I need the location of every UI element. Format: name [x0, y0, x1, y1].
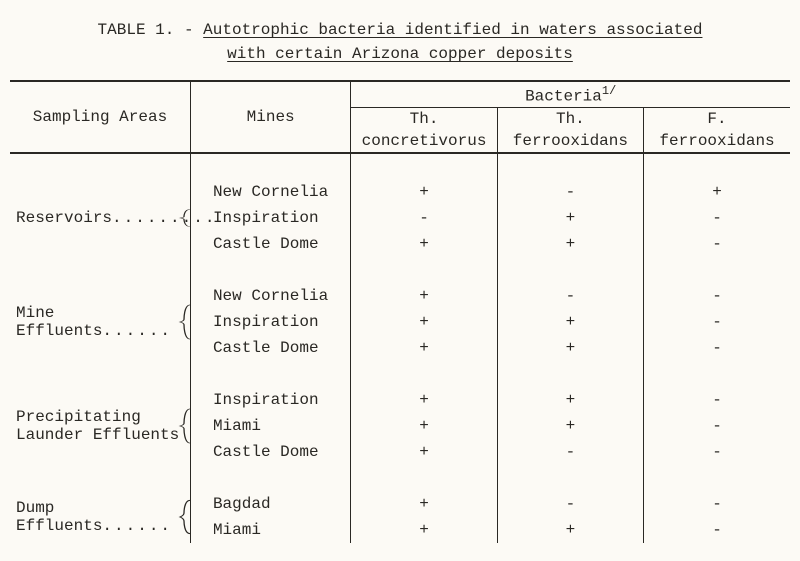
table-caption: TABLE 1. - Autotrophic bacteria identifi…: [10, 18, 790, 66]
bacteria-footnote-mark: 1/: [602, 84, 616, 98]
sampling-area-cell: Reservoirs: [10, 179, 190, 257]
sampling-area-label: Dump Effluents: [16, 499, 190, 535]
table-row: Dump Effluents Bagdad+--: [10, 491, 790, 517]
value-cell: -: [497, 491, 643, 517]
value-cell: -: [644, 439, 790, 465]
sampling-area-cell: Precipitating Launder Effluents: [10, 387, 190, 465]
value-cell: -: [644, 231, 790, 257]
col-header-species-genus-2: F.: [644, 108, 790, 131]
sampling-area-label: Precipitating Launder Effluents: [16, 408, 179, 444]
caption-prefix: TABLE 1. -: [98, 21, 204, 39]
col-header-species-name-0: concretivorus: [351, 130, 497, 153]
value-cell: -: [644, 387, 790, 413]
value-cell: -: [644, 413, 790, 439]
sampling-area-cell: Mine Effluents: [10, 283, 190, 361]
value-cell: -: [644, 517, 790, 543]
value-cell: -: [644, 335, 790, 361]
value-cell: +: [497, 517, 643, 543]
value-cell: +: [351, 387, 497, 413]
value-cell: -: [497, 439, 643, 465]
brace-icon: [178, 304, 192, 340]
value-cell: -: [644, 283, 790, 309]
table-row: Mine Effluents New Cornelia+--: [10, 283, 790, 309]
col-header-species-genus-0: Th.: [351, 108, 497, 131]
caption-line-1: Autotrophic bacteria identified in water…: [203, 21, 702, 39]
mine-cell: New Cornelia: [190, 283, 350, 309]
value-cell: -: [644, 491, 790, 517]
value-cell: -: [644, 309, 790, 335]
mine-cell: Bagdad: [190, 491, 350, 517]
value-cell: -: [351, 205, 497, 231]
mine-cell: Inspiration: [190, 309, 350, 335]
col-header-species-name-2: ferrooxidans: [644, 130, 790, 153]
mine-cell: New Cornelia: [190, 179, 350, 205]
table-row: Reservoirs New Cornelia+-+: [10, 179, 790, 205]
value-cell: +: [497, 231, 643, 257]
col-header-bacteria-group: Bacteria1/: [351, 81, 790, 108]
value-cell: +: [351, 231, 497, 257]
sampling-area-label: Mine Effluents: [16, 304, 190, 340]
value-cell: +: [351, 335, 497, 361]
value-cell: -: [497, 179, 643, 205]
table-row: Precipitating Launder Effluents Inspirat…: [10, 387, 790, 413]
value-cell: +: [497, 413, 643, 439]
bacteria-group-label: Bacteria: [525, 87, 602, 105]
value-cell: +: [351, 413, 497, 439]
col-header-species-name-1: ferrooxidans: [497, 130, 643, 153]
value-cell: +: [351, 491, 497, 517]
value-cell: -: [497, 283, 643, 309]
caption-line-2: with certain Arizona copper deposits: [227, 45, 573, 63]
value-cell: +: [351, 179, 497, 205]
mine-cell: Castle Dome: [190, 231, 350, 257]
brace-icon: [178, 209, 192, 227]
value-cell: +: [644, 179, 790, 205]
mine-cell: Castle Dome: [190, 439, 350, 465]
table-body: Reservoirs New Cornelia+-+Inspiration-+-…: [10, 153, 790, 543]
mine-cell: Miami: [190, 517, 350, 543]
col-header-mines: Mines: [190, 81, 350, 153]
value-cell: +: [497, 335, 643, 361]
mine-cell: Castle Dome: [190, 335, 350, 361]
col-header-sampling-areas: Sampling Areas: [10, 81, 190, 153]
value-cell: +: [497, 387, 643, 413]
brace-icon: [178, 408, 192, 444]
value-cell: +: [351, 309, 497, 335]
value-cell: -: [644, 205, 790, 231]
mine-cell: Inspiration: [190, 387, 350, 413]
mine-cell: Miami: [190, 413, 350, 439]
value-cell: +: [497, 205, 643, 231]
sampling-area-cell: Dump Effluents: [10, 491, 190, 543]
value-cell: +: [351, 517, 497, 543]
value-cell: +: [497, 309, 643, 335]
col-header-species-genus-1: Th.: [497, 108, 643, 131]
brace-icon: [178, 499, 192, 535]
bacteria-table: Sampling Areas Mines Bacteria1/ Th. Th. …: [10, 80, 790, 543]
value-cell: +: [351, 439, 497, 465]
value-cell: +: [351, 283, 497, 309]
